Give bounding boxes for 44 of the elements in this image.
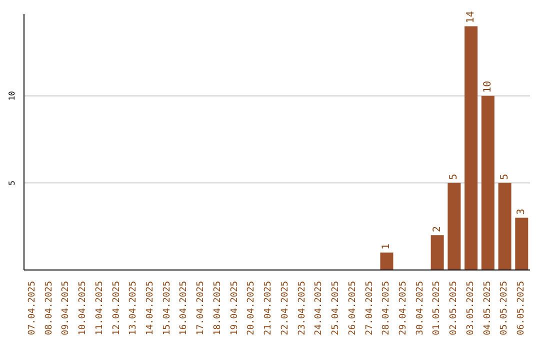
x-tick-label: 16.04.2025	[179, 281, 190, 336]
data-label: 14	[466, 11, 477, 24]
bar	[448, 182, 461, 270]
x-tick-label: 29.04.2025	[398, 281, 408, 336]
data-label: 1	[381, 244, 392, 250]
x-tick-label: 09.04.2025	[61, 281, 72, 336]
x-tick-label: 23.04.2025	[297, 281, 308, 336]
x-tick-label: 21.04.2025	[264, 281, 274, 336]
data-label: 3	[516, 208, 528, 215]
x-tick-label: 07.04.2025	[27, 281, 38, 336]
bar	[498, 182, 512, 270]
x-tick-label: 14.04.2025	[146, 281, 156, 336]
data-label: 5	[499, 174, 510, 180]
x-tick-label: 04.05.2025	[482, 281, 493, 336]
data-label: 10	[482, 80, 494, 93]
x-tick-label: 22.04.2025	[280, 281, 290, 336]
x-tick-label: 01.05.2025	[432, 281, 442, 336]
x-tick-label: 11.04.2025	[94, 281, 105, 336]
x-tick-label: 17.04.2025	[196, 281, 206, 336]
x-tick-label: 13.04.2025	[128, 281, 139, 336]
bar	[515, 218, 528, 270]
x-tick-label: 30.04.2025	[415, 281, 426, 336]
x-tick-label: 03.05.2025	[466, 281, 476, 336]
x-tick-label: 25.04.2025	[331, 281, 342, 336]
bar	[380, 252, 394, 270]
x-tick-label: 02.05.2025	[449, 281, 460, 336]
data-label: 2	[432, 226, 443, 232]
x-tick-label: 26.04.2025	[348, 281, 358, 336]
bar	[481, 96, 494, 270]
x-tick-label: 15.04.2025	[162, 281, 172, 336]
x-tick-label: 18.04.2025	[212, 281, 223, 336]
x-tick-label: 12.04.2025	[112, 281, 122, 336]
data-label: 5	[448, 174, 460, 180]
x-tick-label: 20.04.2025	[246, 281, 257, 336]
x-tick-label: 10.04.2025	[78, 281, 88, 336]
x-tick-label: 19.04.2025	[230, 281, 240, 336]
x-tick-label: 24.04.2025	[314, 281, 324, 336]
x-tick-label: 05.05.2025	[500, 281, 510, 336]
x-tick-label: 06.05.2025	[516, 281, 527, 336]
x-tick-label: 28.04.2025	[382, 281, 392, 336]
x-tick-label: 08.04.2025	[44, 281, 54, 336]
bar	[430, 235, 444, 270]
x-tick-label: 27.04.2025	[364, 281, 375, 336]
bar	[464, 26, 478, 270]
